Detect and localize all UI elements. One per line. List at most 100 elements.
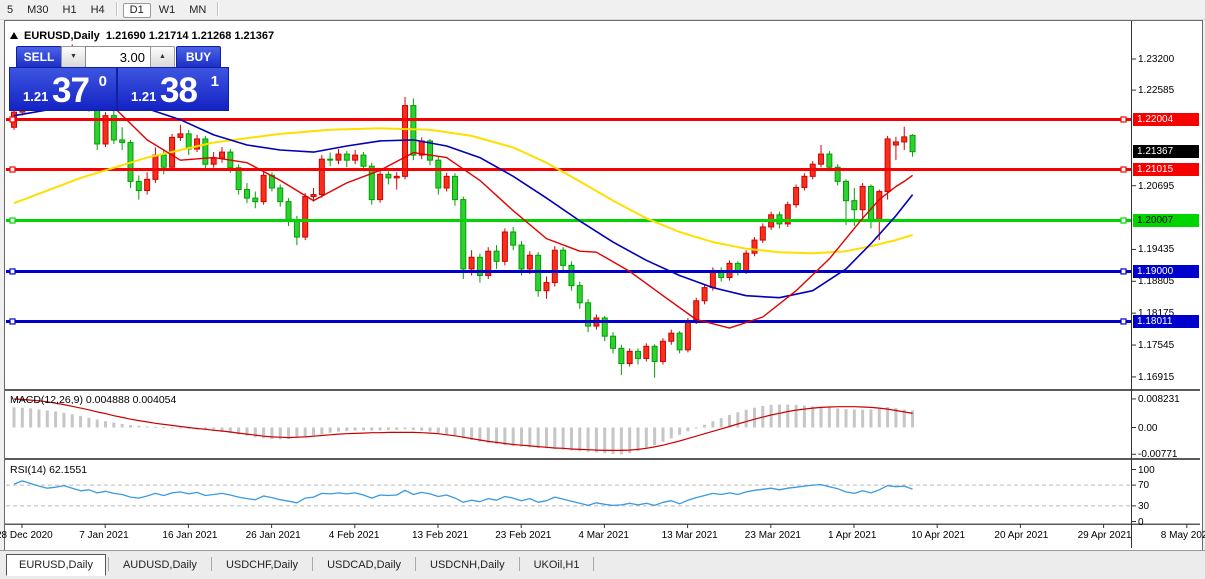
candle-body [427,140,433,161]
macd-histogram-bar [428,427,432,432]
candle-body [360,154,367,167]
volume-input[interactable] [85,46,152,68]
price-tick-label: 1.18805 [1138,276,1175,288]
line-handle[interactable] [9,166,16,173]
timeframe-button-h4[interactable]: H4 [90,4,105,16]
line-handle[interactable] [1120,116,1127,123]
rsi-label: RSI(14) 62.1551 [10,464,88,476]
tab-separator [518,557,520,571]
macd-histogram-bar [744,409,748,428]
macd-histogram-bar [528,427,532,448]
buy-price-button[interactable]: 1.21 38 1 [117,67,229,111]
buy-button[interactable]: BUY [176,46,221,68]
macd-histogram-bar [162,427,166,429]
candle-body [826,153,833,168]
candle-body [243,189,250,199]
rsi-scale-label: 70 [1138,480,1150,492]
sell-price-button[interactable]: 1.21 37 0 [9,67,117,111]
macd-histogram-bar [137,425,141,428]
macd-histogram-bar [95,419,99,428]
rsi-scale-label: 100 [1138,464,1155,476]
timeframe-button-w1[interactable]: W1 [158,4,176,16]
timeframe-button-5[interactable]: 5 [7,4,14,16]
macd-histogram-bar [719,418,723,428]
timeframe-button-d1[interactable]: D1 [122,3,151,18]
macd-histogram-bar [187,427,191,429]
candle-body [327,158,334,161]
line-price-label: 1.18011 [1133,314,1199,328]
collapse-panel-icon[interactable] [10,32,18,39]
macd-histogram-bar [403,427,407,430]
panel-splitter[interactable] [5,523,1200,526]
rsi-scale-label: 30 [1138,500,1150,512]
tab-usdcnh[interactable]: USDCNH,Daily [430,559,505,571]
sell-button[interactable]: SELL [16,46,62,68]
line-handle[interactable] [9,318,16,325]
macd-histogram-bar [112,422,116,428]
candle-body [368,165,375,201]
tab-separator [593,557,595,571]
candle-body [635,350,641,359]
tab-audusd[interactable]: AUDUSD,Daily [122,559,197,571]
line-handle[interactable] [1120,268,1127,275]
tab-ukoil[interactable]: UKOil,H1 [533,559,580,571]
line-handle[interactable] [9,217,16,224]
x-axis-label: 1 Apr 2021 [828,530,877,541]
macd-histogram-bar [869,409,873,428]
candle-body [610,335,617,349]
line-handle[interactable] [1120,166,1127,173]
candle-body [119,139,126,143]
candle-body [701,287,708,302]
line-handle[interactable] [1120,318,1127,325]
timeframe-button-mn[interactable]: MN [189,4,207,16]
macd-histogram-bar [278,427,282,440]
macd-histogram-bar [153,426,157,428]
macd-histogram-bar [245,427,249,436]
candle-body [144,178,151,192]
macd-histogram-bar [769,404,773,428]
line-handle[interactable] [1120,217,1127,224]
candle-body [277,187,284,203]
macd-histogram-bar [320,427,324,435]
price-tick-label: 1.17545 [1138,340,1175,352]
macd-histogram-bar [661,427,665,442]
macd-histogram-bar [486,427,490,444]
toolbar-separator [115,2,118,16]
macd-histogram-bar [262,427,266,439]
panel-splitter[interactable] [5,458,1200,460]
panel-splitter[interactable] [5,389,1200,391]
candle-body [684,320,691,351]
x-axis-label: 26 Jan 2021 [245,530,301,541]
price-tick-label: 1.20695 [1138,180,1175,192]
candle-body [260,174,267,203]
line-handle[interactable] [9,116,16,123]
macd-histogram-bar [836,408,840,428]
timeframe-button-m30[interactable]: M30 [27,4,49,16]
line-handle[interactable] [9,268,16,275]
macd-histogram-bar [578,427,582,452]
macd-histogram-bar [777,404,781,428]
candle-body [102,115,109,145]
tab-usdchf[interactable]: USDCHF,Daily [225,559,299,571]
macd-histogram-bar [104,421,108,428]
candle-body [851,200,858,211]
macd-histogram-bar [228,427,232,434]
current-price-label: 1.21367 [1133,145,1199,159]
candle-body [235,167,242,191]
ma-slow-line [13,127,913,255]
timeframe-button-h1[interactable]: H1 [62,4,77,16]
macd-histogram-bar [45,410,49,428]
candle-body [876,191,883,221]
candle-body [834,166,841,182]
volume-increase-button[interactable]: ▲ [150,46,175,68]
candle-body [643,345,650,359]
candle-body [318,158,325,196]
candle-body [443,175,450,189]
macd-histogram-bar [902,409,906,428]
macd-histogram-bar [120,424,124,428]
x-axis-label: 28 Dec 2020 [0,530,53,541]
tab-eurusd[interactable]: EURUSD,Daily [6,554,106,576]
macd-histogram-bar [886,407,890,428]
volume-decrease-button[interactable]: ▼ [61,46,86,68]
tab-usdcad[interactable]: USDCAD,Daily [327,559,402,571]
